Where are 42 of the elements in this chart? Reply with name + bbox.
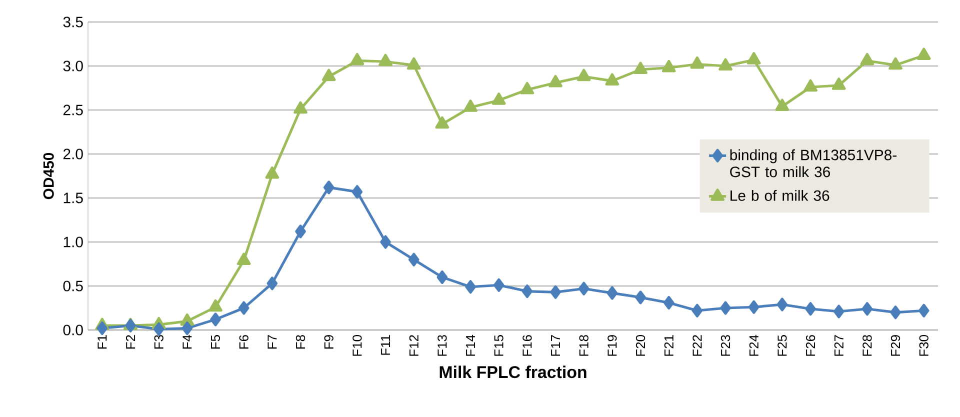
x-tick-label: F5 — [210, 335, 220, 349]
x-tick-label: F29 — [890, 335, 900, 356]
x-tick-label: F30 — [919, 335, 928, 356]
legend-label: Le b of milk 36 — [730, 190, 830, 201]
x-tick-label: F12 — [409, 335, 418, 356]
x-tick-label: F27 — [834, 335, 844, 356]
x-tick-label: F13 — [438, 335, 447, 356]
y-tick-label: 3.0 — [63, 60, 83, 72]
y-tick-label: 1.0 — [64, 236, 83, 248]
x-tick-label: F1 — [98, 335, 107, 349]
x-tick-label: F23 — [720, 335, 730, 356]
x-tick-label: F3 — [154, 335, 164, 349]
x-tick-label: F6 — [239, 335, 248, 349]
x-tick-label: F28 — [862, 335, 872, 356]
y-tick-label: 3.5 — [63, 16, 83, 28]
x-tick-label: F25 — [778, 335, 787, 356]
x-tick-label: F14 — [466, 334, 475, 356]
x-tick-label: F20 — [636, 335, 646, 356]
x-tick-label: F4 — [182, 334, 192, 349]
y-tick-label: 1.5 — [64, 192, 83, 204]
x-tick-label: F17 — [551, 335, 560, 356]
x-tick-label: F8 — [296, 335, 306, 349]
x-tick-label: F7 — [268, 335, 277, 349]
x-tick-label: F21 — [664, 335, 674, 356]
y-tick-label: 0.0 — [63, 324, 83, 336]
x-tick-label: F19 — [608, 335, 617, 356]
x-tick-label: F18 — [579, 335, 588, 356]
x-tick-label: F15 — [494, 335, 504, 356]
legend-label: binding of BM13851VP8-GST to milk 36 — [730, 149, 896, 178]
x-axis-title: Milk FPLC fraction — [440, 366, 586, 378]
y-tick-label: 2.5 — [63, 104, 83, 116]
x-tick-label: F22 — [692, 335, 702, 356]
y-axis-title: OD450 — [43, 152, 54, 200]
x-tick-label: F11 — [381, 335, 390, 355]
x-tick-label: F10 — [352, 335, 362, 356]
y-tick-label: 2.0 — [63, 148, 83, 160]
y-tick-label: 0.5 — [63, 280, 83, 292]
x-tick-label: F9 — [324, 335, 334, 349]
x-tick-label: F24 — [749, 334, 758, 356]
x-tick-label: F2 — [126, 335, 136, 349]
x-tick-label: F16 — [522, 335, 532, 356]
x-tick-label: F26 — [806, 335, 816, 356]
